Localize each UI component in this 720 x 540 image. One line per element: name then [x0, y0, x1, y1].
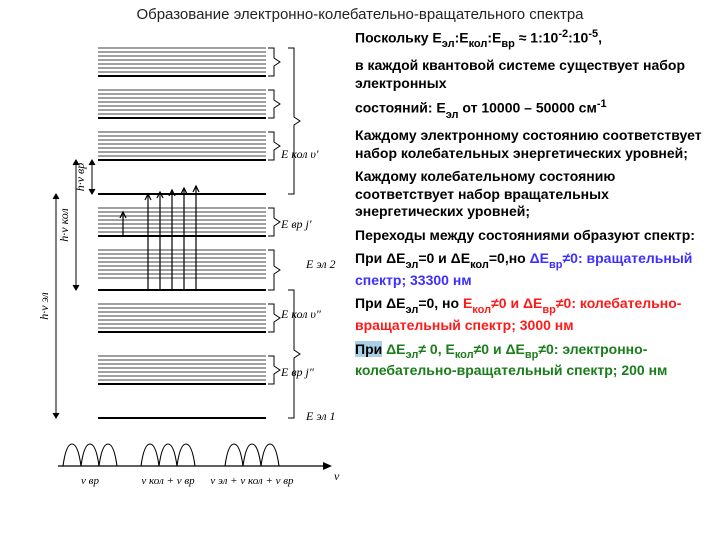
svg-text:Е эл 1: Е эл 1 [305, 409, 336, 423]
para-states: состояний: Еэл от 10000 – 50000 см-1 [355, 98, 711, 121]
svg-text:Е вр j′: Е вр j′ [280, 217, 312, 231]
para-electronic-vibrational-rotational: При ΔЕэл≠ 0, Екол≠0 и ΔЕвр≠0: электронно… [355, 341, 711, 380]
svg-text:h·ν вр: h·ν вр [73, 163, 87, 192]
svg-text:h·ν эл: h·ν эл [37, 292, 51, 320]
para-vibrational-rotational: При ΔЕэл=0, но Екол≠0 и ΔЕвр≠0: колебате… [355, 295, 711, 334]
para-rotational: При ΔЕэл=0 и ΔЕкол=0,но ΔЕвр≠0: вращател… [355, 250, 711, 289]
page-title: Образование электронно-колебательно-вращ… [0, 6, 720, 23]
para-system: в каждой квантовой системе существует на… [355, 57, 711, 92]
svg-text:Е кол υ′: Е кол υ′ [280, 147, 319, 161]
svg-text:ν эл + ν кол + ν вр: ν эл + ν кол + ν вр [210, 475, 294, 487]
svg-text:Е кол υ″: Е кол υ″ [280, 307, 322, 321]
svg-text:ν: ν [334, 469, 340, 483]
svg-text:h·ν кол: h·ν кол [57, 208, 71, 241]
para-transitions: Переходы между состояниями образуют спек… [355, 227, 711, 245]
para-ratio: Поскольку Еэл:Екол:Евр ≈ 1:10-2:10-5, [355, 28, 711, 51]
svg-text:ν кол + ν вр: ν кол + ν вр [141, 475, 195, 487]
svg-text:Е эл 2: Е эл 2 [305, 257, 336, 271]
svg-text:ν вр: ν вр [81, 475, 99, 487]
energy-level-diagram: Е кол υ′ Е вр j′ Е эл 2 Е кол υ″ Е вр j″ Е эл… [28, 28, 348, 508]
para-vib-levels: Каждому электронному состоянию соответст… [355, 127, 711, 162]
description-text: Поскольку Еэл:Екол:Евр ≈ 1:10-2:10-5, в … [355, 28, 711, 386]
svg-text:Е вр j″: Е вр j″ [280, 365, 315, 379]
para-rot-levels: Каждому колебательному состоянию соответ… [355, 168, 711, 221]
